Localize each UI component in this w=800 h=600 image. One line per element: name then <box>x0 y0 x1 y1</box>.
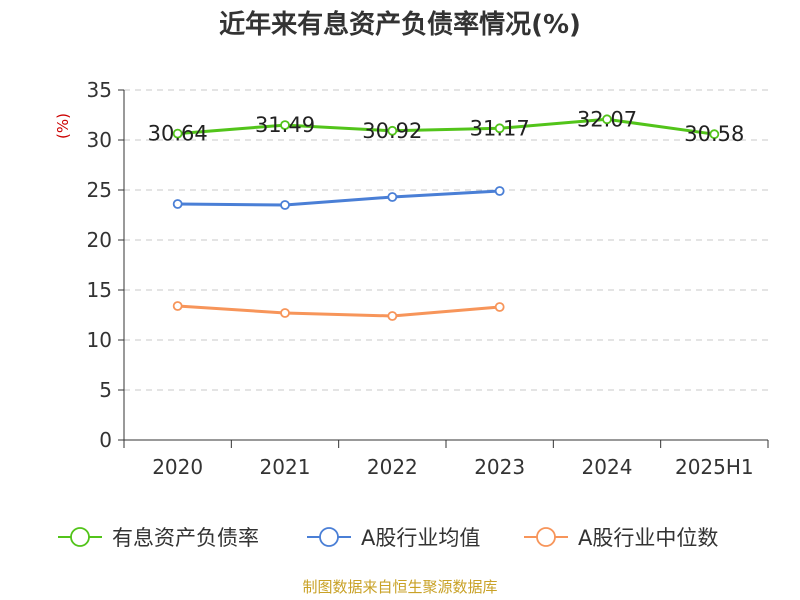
y-axis-label: (%) <box>54 113 72 139</box>
data-point <box>387 311 398 321</box>
axis-layer: 0 5 10 15 20 25 30 35 2020 2021 2022 2023 2024 2025H1 <box>87 78 769 479</box>
y-tick-label: 30 <box>87 128 112 152</box>
data-point <box>280 200 290 210</box>
data-label: 30.92 <box>362 119 422 143</box>
data-point <box>387 192 398 202</box>
legend-marker <box>70 527 90 547</box>
data-point <box>602 114 612 125</box>
data-label: 31.17 <box>470 116 530 140</box>
legend-item[interactable]: A股行业均值 <box>307 526 480 550</box>
x-tick-label: 2024 <box>582 455 633 479</box>
series-industry-average-line <box>177 189 500 207</box>
legend-label: A股行业中位数 <box>578 526 718 550</box>
data-point <box>709 129 720 140</box>
y-tick-label: 0 <box>99 428 112 452</box>
source-note: 制图数据来自恒生聚源数据库 <box>302 578 498 596</box>
x-tick-label: 2023 <box>474 455 525 479</box>
legend-label: 有息资产负债率 <box>112 526 259 550</box>
y-tick-label: 35 <box>87 78 112 102</box>
y-tick-label: 25 <box>87 178 112 202</box>
legend-item[interactable]: A股行业中位数 <box>524 526 718 550</box>
legend: 有息资产负债率 A股行业均值 A股行业中位数 <box>58 526 718 550</box>
x-tick-label: 2025H1 <box>675 455 754 479</box>
y-tick-label: 15 <box>87 278 112 302</box>
series-debt-ratio-line <box>177 117 715 136</box>
data-point <box>494 186 505 196</box>
data-point <box>494 123 505 134</box>
legend-marker <box>536 527 556 547</box>
data-label-layer: 30.64 31.49 30.92 31.17 32.07 30.58 <box>148 107 745 146</box>
data-point <box>172 199 183 209</box>
grid-layer <box>124 89 768 391</box>
y-tick-label: 10 <box>87 328 112 352</box>
x-tick-label: 2022 <box>367 455 418 479</box>
series-layer <box>172 114 720 321</box>
chart-title: 近年来有息资产负债率情况(%) <box>219 10 581 40</box>
data-point <box>494 302 505 312</box>
x-tick-label: 2020 <box>152 455 203 479</box>
legend-marker <box>319 527 339 547</box>
data-point <box>172 128 183 139</box>
data-point <box>280 120 290 130</box>
legend-item[interactable]: 有息资产负债率 <box>58 526 259 550</box>
y-tick-label: 20 <box>87 228 112 252</box>
x-tick-label: 2021 <box>260 455 311 479</box>
data-label: 30.58 <box>684 122 744 146</box>
data-point <box>387 125 398 136</box>
data-label: 32.07 <box>577 107 637 131</box>
y-tick-label: 5 <box>99 378 112 402</box>
series-industry-median-line <box>177 304 500 318</box>
data-point <box>172 301 183 311</box>
legend-label: A股行业均值 <box>361 526 480 550</box>
data-label: 31.49 <box>255 113 315 137</box>
data-point <box>280 308 290 318</box>
data-label: 30.64 <box>148 122 208 146</box>
